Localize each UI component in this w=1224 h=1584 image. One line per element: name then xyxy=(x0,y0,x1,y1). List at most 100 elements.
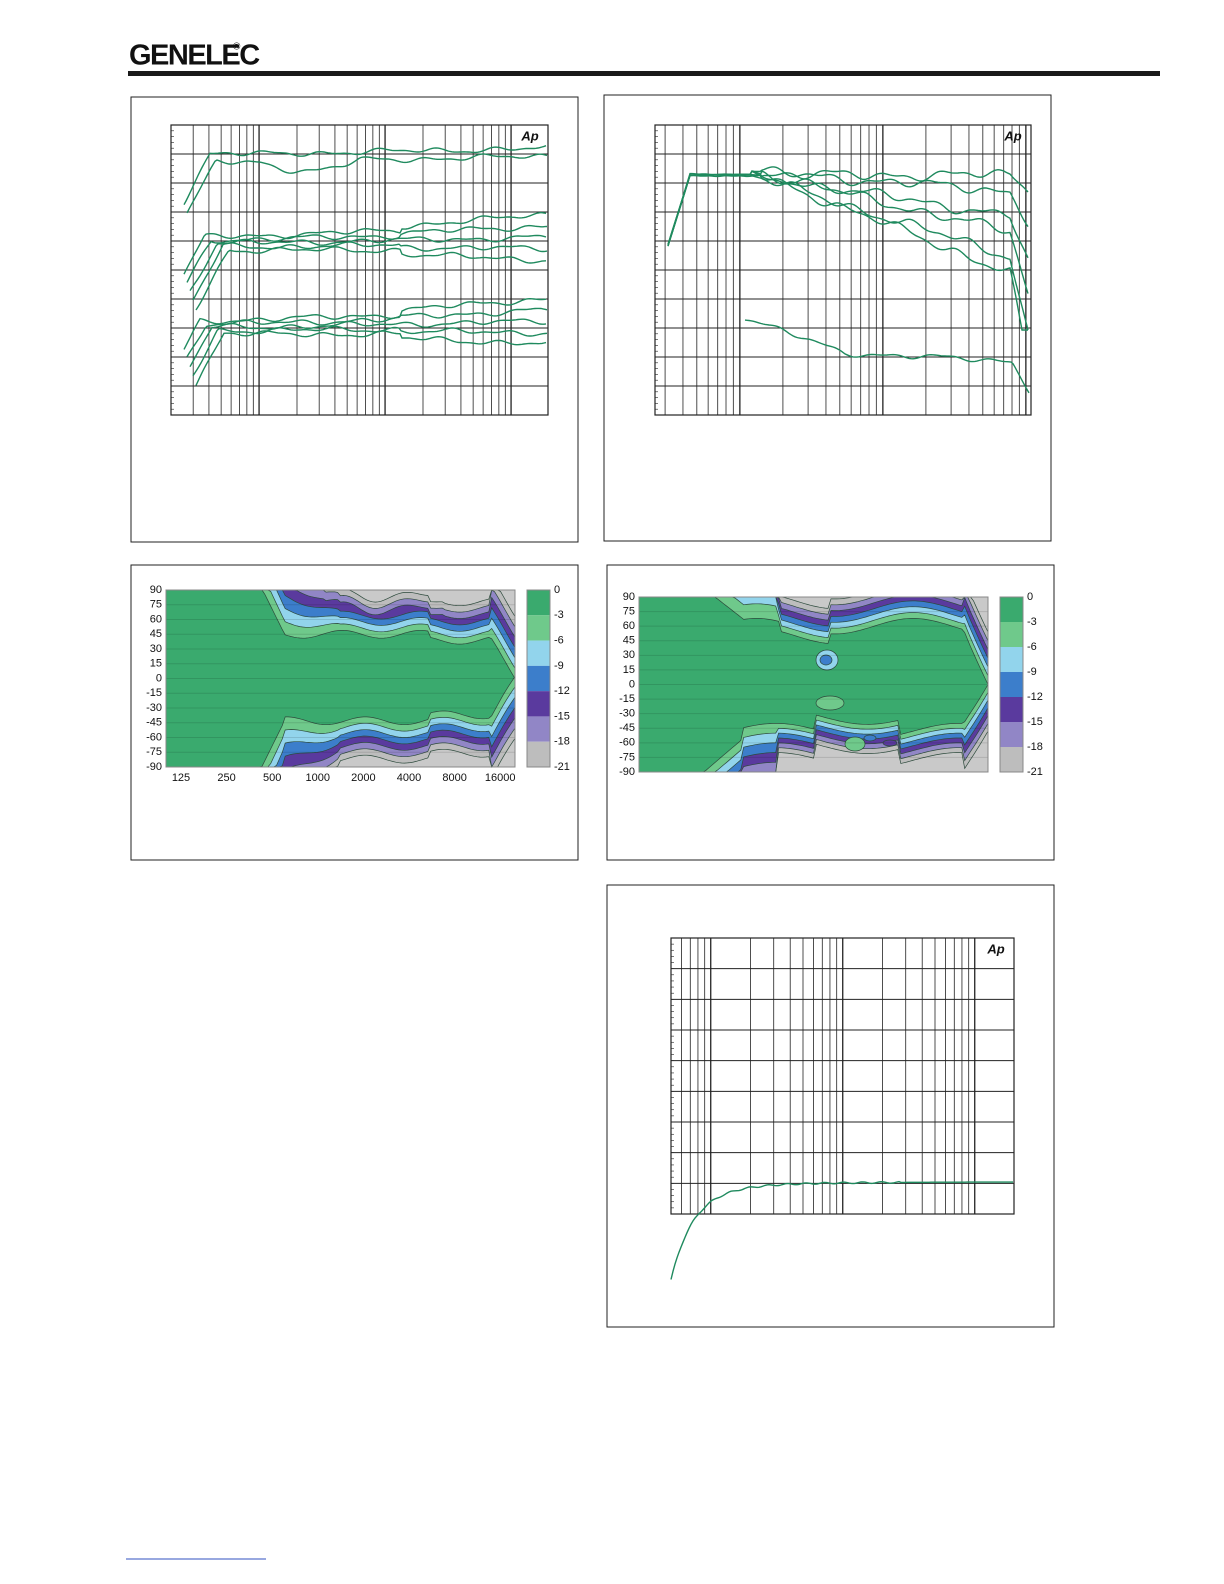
angle-label: -90 xyxy=(619,766,635,778)
colorbar-frame xyxy=(999,596,1024,773)
angle-label: 15 xyxy=(150,658,162,670)
contour-island xyxy=(863,734,877,742)
colorbar-cell xyxy=(1000,672,1023,697)
response-curve xyxy=(186,307,548,358)
angle-label: 45 xyxy=(150,628,162,640)
panel-frame xyxy=(130,96,579,543)
colorbar-cell xyxy=(527,691,550,717)
freq-label: 500 xyxy=(263,772,281,784)
contour-island xyxy=(815,695,845,711)
response-curve xyxy=(189,234,547,291)
scale-label: -12 xyxy=(1027,691,1043,703)
angle-label: -75 xyxy=(619,751,635,763)
angle-label: -15 xyxy=(619,693,635,705)
graphics: Ap ApAp9075604530150-15-30-45-60-75-900-3… xyxy=(146,124,1043,1280)
contour-band xyxy=(638,596,989,773)
scale-label: -9 xyxy=(1027,666,1037,678)
angle-label: 30 xyxy=(150,643,162,655)
contour-map xyxy=(165,589,516,769)
ap-badge: Ap xyxy=(986,941,1004,956)
panel-frame xyxy=(603,94,1052,542)
angle-label: 30 xyxy=(623,649,635,661)
response-curve xyxy=(189,318,547,368)
contour-island xyxy=(819,654,833,666)
scale-label: -3 xyxy=(1027,616,1037,628)
angle-label: -15 xyxy=(146,687,162,699)
freq-label: 8000 xyxy=(442,772,466,784)
freq-label: 2000 xyxy=(351,772,375,784)
angle-label: -60 xyxy=(146,731,162,743)
colorbar-cell xyxy=(527,716,550,742)
response-curve xyxy=(195,330,547,386)
ap-badge: Ap xyxy=(1003,128,1021,143)
response-curve xyxy=(192,325,548,377)
scale-label: -18 xyxy=(1027,741,1043,753)
colorbar-cell xyxy=(1000,747,1023,772)
contour-frame xyxy=(165,589,516,768)
response-curve xyxy=(183,145,547,206)
brand-logo: GENELEC xyxy=(129,40,260,72)
colorbar-cell xyxy=(527,615,550,641)
colorbar-cell xyxy=(1000,697,1023,722)
angle-label: 75 xyxy=(623,605,635,617)
colorbar-cell xyxy=(527,741,550,767)
response-curve xyxy=(667,173,1029,331)
scale-label: -6 xyxy=(554,634,564,646)
angle-label: -30 xyxy=(146,702,162,714)
scale-label: 0 xyxy=(554,584,560,596)
scale-label: -15 xyxy=(1027,716,1043,728)
scale-label: 0 xyxy=(1027,591,1033,603)
scale-label: -21 xyxy=(1027,766,1043,778)
header-rule xyxy=(128,71,1160,76)
angle-label: -45 xyxy=(619,722,635,734)
scale-label: -18 xyxy=(554,736,570,748)
angle-label: 60 xyxy=(150,613,162,625)
scale-label: -21 xyxy=(554,761,570,773)
brand-mark: ® xyxy=(233,42,241,53)
scale-label: -3 xyxy=(554,609,564,621)
response-curve xyxy=(192,241,548,301)
colorbar-cell xyxy=(1000,647,1023,672)
colorbar-cell xyxy=(1000,622,1023,647)
angle-label: 90 xyxy=(623,591,635,603)
angle-label: 45 xyxy=(623,635,635,647)
response-curve xyxy=(183,212,547,275)
colorbar-cell xyxy=(527,665,550,692)
colorbar-cell xyxy=(1000,722,1023,747)
scale-label: -9 xyxy=(554,660,564,672)
freq-label: 16000 xyxy=(485,772,516,784)
scale-label: -12 xyxy=(554,685,570,697)
angle-label: 60 xyxy=(623,620,635,632)
colorbar-frame xyxy=(526,589,551,768)
colorbar-cell xyxy=(527,640,550,666)
freq-label: 250 xyxy=(217,772,235,784)
freq-label: 125 xyxy=(172,772,190,784)
freq-label: 1000 xyxy=(306,772,330,784)
response-curve xyxy=(667,170,1028,331)
contour-map xyxy=(638,596,989,773)
angle-label: 0 xyxy=(156,672,162,684)
ap-badge: Ap xyxy=(520,128,538,143)
contour-island xyxy=(844,736,866,752)
angle-label: -75 xyxy=(146,746,162,758)
contour-frame xyxy=(638,596,989,773)
di-curve xyxy=(744,319,1030,394)
impedance-curve xyxy=(670,1180,1013,1280)
response-curve xyxy=(186,153,548,214)
angle-label: 90 xyxy=(150,584,162,596)
response-curve xyxy=(195,246,547,311)
colorbar-cell xyxy=(527,590,550,616)
contour-island xyxy=(882,739,898,747)
colorbar-cell xyxy=(1000,597,1023,622)
scale-label: -6 xyxy=(1027,641,1037,653)
panel-frame xyxy=(606,564,1055,861)
angle-label: -60 xyxy=(619,737,635,749)
panel-frame xyxy=(606,884,1055,1328)
angle-label: -30 xyxy=(619,708,635,720)
angle-label: -90 xyxy=(146,761,162,773)
angle-label: 15 xyxy=(623,664,635,676)
angle-label: 0 xyxy=(629,678,635,690)
angle-label: -45 xyxy=(146,717,162,729)
